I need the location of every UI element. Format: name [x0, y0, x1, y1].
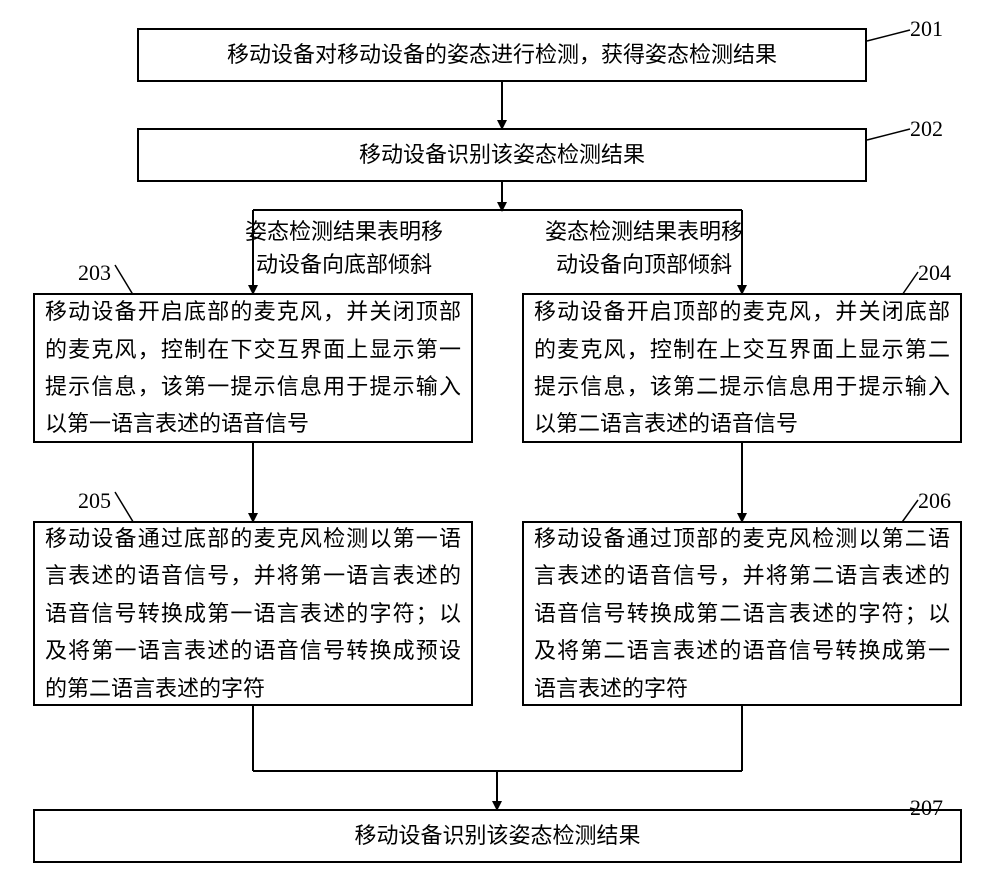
- ref-204: 204: [918, 260, 951, 286]
- node-206-text: 移动设备通过顶部的麦克风检测以第二语言表述的语音信号，并将第二语言表述的语音信号…: [524, 514, 960, 713]
- edge-label-right: 姿态检测结果表明移 动设备向顶部倾斜: [545, 215, 743, 281]
- node-207-text: 移动设备识别该姿态检测结果: [344, 811, 650, 860]
- node-201: 移动设备对移动设备的姿态进行检测，获得姿态检测结果: [137, 28, 867, 82]
- node-203: 移动设备开启底部的麦克风，并关闭顶部的麦克风，控制在下交互界面上显示第一提示信息…: [33, 293, 473, 443]
- node-206: 移动设备通过顶部的麦克风检测以第二语言表述的语音信号，并将第二语言表述的语音信号…: [522, 521, 962, 706]
- node-204: 移动设备开启顶部的麦克风，并关闭底部的麦克风，控制在上交互界面上显示第二提示信息…: [522, 293, 962, 443]
- ref-202: 202: [910, 116, 943, 142]
- edge-label-right-line1: 姿态检测结果表明移: [545, 219, 743, 244]
- ref-207: 207: [910, 795, 943, 821]
- node-202-text: 移动设备识别该姿态检测结果: [349, 130, 655, 179]
- ref-205: 205: [78, 488, 111, 514]
- node-205: 移动设备通过底部的麦克风检测以第一语言表述的语音信号，并将第一语言表述的语音信号…: [33, 521, 473, 706]
- edge-label-left-line1: 姿态检测结果表明移: [245, 219, 443, 244]
- node-205-text: 移动设备通过底部的麦克风检测以第一语言表述的语音信号，并将第一语言表述的语音信号…: [35, 514, 471, 713]
- ref-201: 201: [910, 16, 943, 42]
- node-201-text: 移动设备对移动设备的姿态进行检测，获得姿态检测结果: [217, 30, 787, 79]
- edge-label-left-line2: 动设备向底部倾斜: [256, 252, 432, 277]
- node-203-text: 移动设备开启底部的麦克风，并关闭顶部的麦克风，控制在下交互界面上显示第一提示信息…: [35, 287, 471, 449]
- edge-label-right-line2: 动设备向顶部倾斜: [556, 252, 732, 277]
- edge-label-left: 姿态检测结果表明移 动设备向底部倾斜: [245, 215, 443, 281]
- ref-203: 203: [78, 260, 111, 286]
- flowchart-canvas: 移动设备对移动设备的姿态进行检测，获得姿态检测结果 201 移动设备识别该姿态检…: [0, 0, 1000, 894]
- node-204-text: 移动设备开启顶部的麦克风，并关闭底部的麦克风，控制在上交互界面上显示第二提示信息…: [524, 287, 960, 449]
- node-207: 移动设备识别该姿态检测结果: [33, 809, 962, 863]
- ref-206: 206: [918, 488, 951, 514]
- node-202: 移动设备识别该姿态检测结果: [137, 128, 867, 182]
